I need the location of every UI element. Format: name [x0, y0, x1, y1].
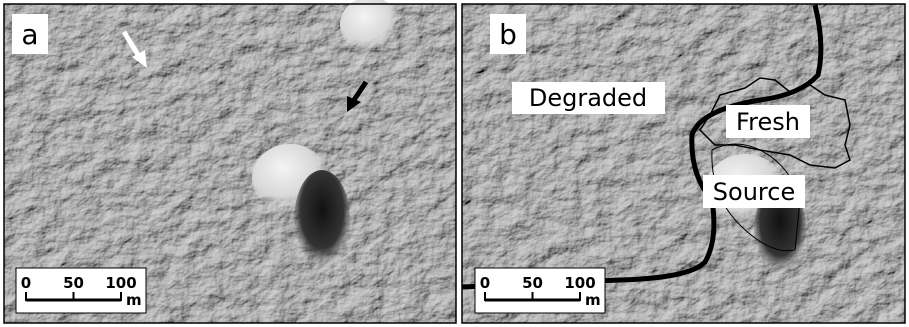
shadow [294, 170, 350, 270]
panel-label: b [499, 18, 517, 51]
region-label: Degraded [529, 84, 647, 112]
scale-tick-label: 100 [105, 274, 136, 292]
page: a 050100m b Degraded Fresh Source 050100… [0, 0, 909, 327]
scale-unit: m [585, 291, 601, 309]
scale-tick-label: 50 [63, 274, 84, 292]
panel-label: a [21, 18, 38, 51]
scale-unit: m [126, 291, 142, 309]
scale-tick-label: 0 [21, 274, 31, 292]
region-label: Fresh [736, 108, 800, 136]
scale-tick-label: 0 [480, 274, 490, 292]
region-label: Source [713, 178, 795, 206]
scale-tick-label: 100 [564, 274, 595, 292]
figure: a 050100m b Degraded Fresh Source 050100… [0, 0, 909, 327]
scale-tick-label: 50 [522, 274, 543, 292]
